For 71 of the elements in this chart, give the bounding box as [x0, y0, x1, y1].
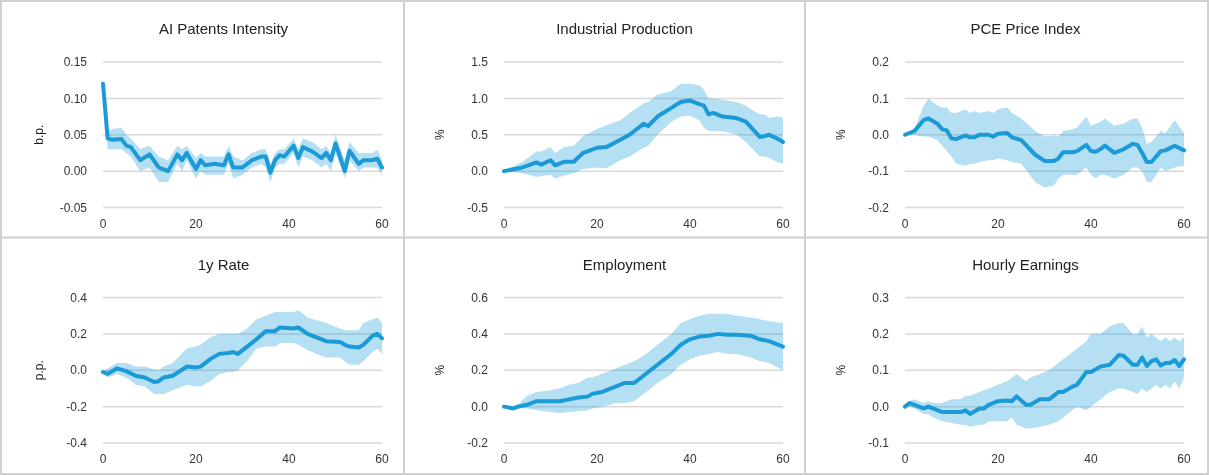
- x-tick-label: 60: [776, 216, 790, 231]
- y-tick-label: 0.0: [872, 399, 890, 414]
- chart-title: PCE Price Index: [970, 20, 1082, 37]
- x-tick-label: 0: [500, 452, 508, 466]
- y-tick-label: -0.05: [59, 200, 88, 215]
- x-tick-label: 20: [189, 216, 203, 231]
- y-tick-label: 0.15: [63, 55, 88, 70]
- x-tick-label: 60: [1177, 452, 1191, 466]
- y-tick-label: 0.1: [872, 363, 890, 378]
- x-tick-label: 40: [282, 452, 296, 466]
- y-tick-label: 0.05: [63, 127, 88, 142]
- chart-title: Hourly Earnings: [972, 255, 1079, 273]
- y-tick-label: 0.2: [872, 327, 890, 342]
- line-series: [903, 116, 1186, 165]
- y-tick-label: -0.1: [868, 164, 890, 179]
- line-series: [502, 331, 785, 411]
- chart-title: 1y Rate: [197, 255, 250, 273]
- chart-title: Employment: [582, 255, 668, 273]
- x-tick-label: 0: [99, 452, 107, 466]
- y-axis-title: p.p.: [32, 360, 46, 381]
- y-tick-label: 0.0: [872, 127, 890, 142]
- y-axis-title: %: [834, 364, 848, 376]
- x-tick-label: 40: [1084, 452, 1098, 466]
- y-axis-title: b.p.: [32, 124, 46, 145]
- y-tick-label: -0.4: [66, 436, 88, 451]
- y-tick-label: 0.6: [471, 290, 489, 305]
- chart-title: AI Patents Intensity: [158, 20, 289, 37]
- x-tick-label: 40: [683, 216, 697, 231]
- y-tick-label: 0.0: [471, 164, 489, 179]
- x-tick-label: 40: [282, 216, 296, 231]
- y-tick-label: -0.2: [467, 436, 489, 451]
- x-tick-label: 60: [776, 452, 790, 466]
- x-tick-label: 20: [991, 216, 1005, 231]
- y-tick-label: 0.10: [63, 91, 88, 106]
- x-tick-label: 0: [901, 216, 909, 231]
- x-tick-label: 60: [375, 452, 389, 466]
- line-series: [903, 352, 1186, 416]
- y-axis-title: %: [433, 364, 447, 376]
- y-tick-label: 0.3: [872, 290, 890, 305]
- y-tick-label: 1.5: [471, 55, 489, 70]
- y-tick-label: 1.0: [471, 91, 489, 106]
- x-tick-label: 40: [1084, 216, 1098, 231]
- y-tick-label: 0.4: [70, 290, 88, 305]
- line-series: [502, 98, 785, 174]
- y-tick-label: 0.0: [70, 363, 88, 378]
- line-series: [101, 325, 384, 385]
- x-tick-label: 0: [901, 452, 909, 466]
- x-tick-label: 20: [189, 452, 203, 466]
- x-tick-label: 60: [1177, 216, 1191, 231]
- y-tick-label: -0.5: [467, 200, 489, 215]
- x-tick-label: 20: [590, 216, 604, 231]
- y-axis-title: %: [433, 129, 447, 141]
- x-tick-label: 60: [375, 216, 389, 231]
- y-tick-label: 0.1: [872, 91, 890, 106]
- y-tick-label: 0.00: [63, 164, 88, 179]
- y-tick-label: 0.2: [70, 327, 88, 342]
- x-tick-label: 20: [991, 452, 1005, 466]
- y-axis-title: %: [834, 129, 848, 141]
- x-tick-label: 20: [590, 452, 604, 466]
- y-tick-label: 0.0: [471, 399, 489, 414]
- y-tick-label: 0.4: [471, 327, 489, 342]
- chart-title: Industrial Production: [556, 20, 693, 37]
- y-tick-label: -0.2: [868, 200, 890, 215]
- y-tick-label: -0.1: [868, 436, 890, 451]
- x-tick-label: 40: [683, 452, 697, 466]
- x-tick-label: 0: [99, 216, 107, 231]
- y-tick-label: 0.5: [471, 127, 489, 142]
- y-tick-label: -0.2: [66, 399, 88, 414]
- y-tick-label: 0.2: [471, 363, 489, 378]
- x-tick-label: 0: [500, 216, 508, 231]
- y-tick-label: 0.2: [872, 55, 890, 70]
